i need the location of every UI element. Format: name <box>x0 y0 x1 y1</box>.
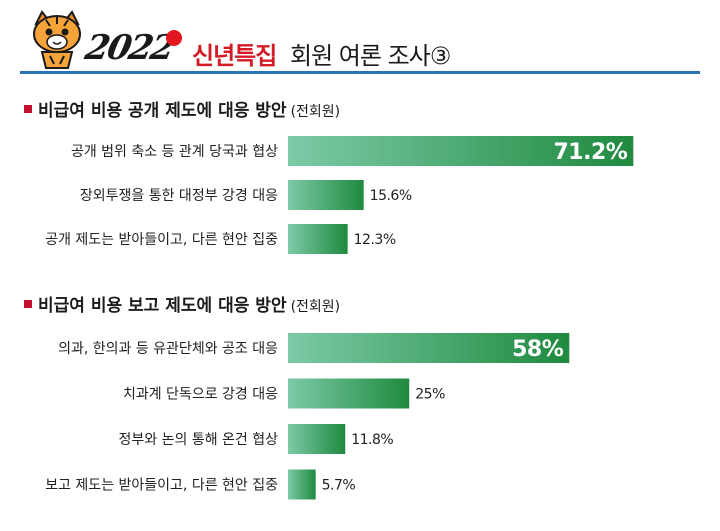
value-label: 25% <box>415 387 445 403</box>
section-2-subtitle: (전회원) <box>290 299 341 315</box>
value-label: 12.3% <box>354 232 396 248</box>
red-sun-icon <box>166 30 182 46</box>
page-title-highlight: 신년특집 <box>192 42 277 70</box>
page-title: 회원 여론 조사③ <box>290 42 451 70</box>
bar <box>288 180 364 210</box>
bullet-square-icon <box>24 300 32 308</box>
category-label: 정부와 논의 통해 온건 협상 <box>119 432 279 448</box>
bar <box>288 378 410 409</box>
tiger-mascot-icon <box>33 10 81 69</box>
section-1-title: 비급여 비용 공개 제도에 대응 방안 <box>38 101 287 121</box>
category-label: 치과계 단독으로 강경 대응 <box>123 387 278 403</box>
category-label: 보고 제도는 받아들이고, 다른 현안 집중 <box>45 478 278 494</box>
section-2-title: 비급여 비용 보고 제도에 대응 방안 <box>38 296 287 316</box>
bar <box>288 224 348 254</box>
bar <box>288 424 346 454</box>
header-divider <box>20 71 700 74</box>
bar <box>288 469 316 500</box>
section-2-heading: 비급여 비용 보고 제도에 대응 방안 (전회원) <box>24 291 340 316</box>
value-label: 15.6% <box>370 188 412 204</box>
value-label: 11.8% <box>351 432 393 448</box>
section-1-subtitle: (전회원) <box>290 104 341 120</box>
header: 2022 신년특집 회원 여론 조사③ <box>0 0 720 80</box>
bullet-square-icon <box>24 105 32 113</box>
value-label: 71.2% <box>553 140 627 165</box>
bar <box>288 333 570 363</box>
category-label: 공개 범위 축소 등 관계 당국과 협상 <box>71 144 278 160</box>
bar <box>288 136 634 166</box>
category-label: 공개 제도는 받아들이고, 다른 현안 집중 <box>45 232 278 248</box>
category-label: 장외투쟁을 통한 대정부 강경 대응 <box>80 188 278 204</box>
value-label: 5.7% <box>322 478 356 494</box>
value-label: 58% <box>512 337 564 362</box>
category-label: 의과, 한의과 등 유관단체와 공조 대응 <box>58 341 278 357</box>
section-1-heading: 비급여 비용 공개 제도에 대응 방안 (전회원) <box>24 96 340 121</box>
